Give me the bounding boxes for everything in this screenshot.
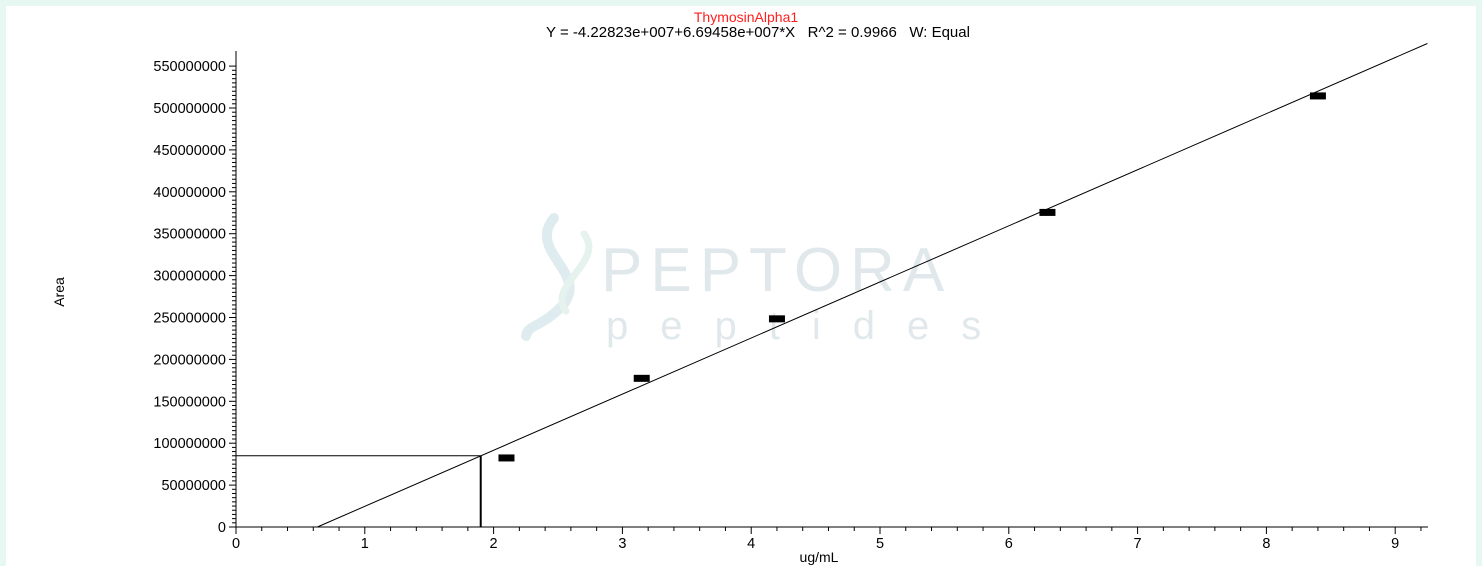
x-tick-label: 0 <box>232 536 240 552</box>
watermark-logo: PEPTORA peptides <box>521 213 1013 348</box>
y-tick-label: 150000000 <box>153 394 226 410</box>
y-tick-label: 550000000 <box>153 59 226 75</box>
x-tick-label: 5 <box>876 536 884 552</box>
y-tick-label: 400000000 <box>153 185 226 201</box>
y-tick-label: 50000000 <box>161 478 226 494</box>
x-tick-label: 2 <box>490 536 498 552</box>
watermark-name: PEPTORA <box>601 236 952 305</box>
y-axis-label: Area <box>51 277 67 307</box>
y-tick-label: 300000000 <box>153 269 226 285</box>
y-tick-label: 250000000 <box>153 311 226 327</box>
calibration-chart: PEPTORA peptides ThymosinAlpha1 Y = -4.2… <box>51 9 1428 565</box>
x-tick-label: 1 <box>361 536 369 552</box>
data-point <box>633 374 650 382</box>
data-point <box>768 315 785 323</box>
y-tick-label: 200000000 <box>153 352 226 368</box>
data-point <box>498 454 515 462</box>
plot-area <box>236 43 1428 528</box>
x-axis-label: ug/mL <box>800 549 839 565</box>
data-point <box>1039 208 1056 216</box>
x-tick-label: 9 <box>1391 536 1399 552</box>
watermark-helix-icon-accent <box>558 230 593 315</box>
x-tick-label: 6 <box>1005 536 1013 552</box>
x-tick-label: 7 <box>1134 536 1142 552</box>
chart-title: ThymosinAlpha1 <box>694 9 798 25</box>
axis-ticks: 0500000001000000001500000002000000002500… <box>153 59 1422 552</box>
regression-line <box>317 43 1428 528</box>
x-tick-label: 8 <box>1262 536 1270 552</box>
y-tick-label: 450000000 <box>153 143 226 159</box>
data-point <box>1309 92 1326 100</box>
y-tick-label: 350000000 <box>153 227 226 243</box>
watermark-tagline: peptides <box>606 304 1013 348</box>
x-tick-label: 3 <box>618 536 626 552</box>
chart-frame: PEPTORA peptides ThymosinAlpha1 Y = -4.2… <box>6 6 1476 566</box>
y-tick-label: 100000000 <box>153 436 226 452</box>
x-tick-label: 4 <box>747 536 755 552</box>
y-tick-label: 0 <box>218 520 226 536</box>
chart-subtitle: Y = -4.22823e+007+6.69458e+007*X R^2 = 0… <box>546 24 970 41</box>
watermark-helix-icon <box>521 213 575 341</box>
y-tick-label: 500000000 <box>153 101 226 117</box>
